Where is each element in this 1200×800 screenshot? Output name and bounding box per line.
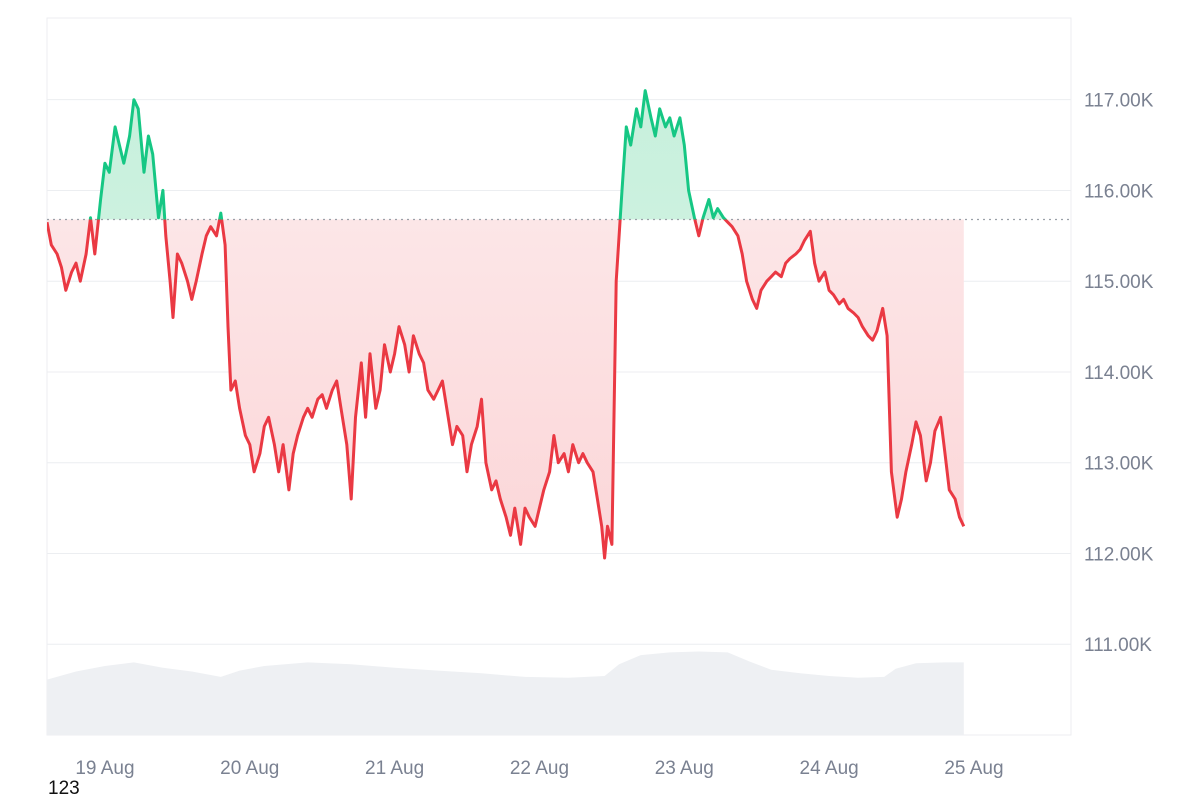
x-tick-label: 21 Aug xyxy=(365,758,424,779)
below-baseline-fill xyxy=(47,219,964,558)
y-tick-label: 112.00K xyxy=(1084,544,1154,565)
y-tick-label: 116.00K xyxy=(1084,181,1154,202)
volume-area xyxy=(47,651,964,735)
x-axis-ticks: 19 Aug 20 Aug 21 Aug 22 Aug 23 Aug 24 Aug 25 A… xyxy=(75,758,1003,779)
y-tick-label: 115.00K xyxy=(1084,272,1154,293)
y-tick-label: 113.00K xyxy=(1084,454,1154,475)
footer-label: 123 xyxy=(48,778,80,799)
volume-shape xyxy=(47,651,964,735)
x-tick-label: 23 Aug xyxy=(655,758,714,779)
x-tick-label: 19 Aug xyxy=(75,758,134,779)
x-tick-label: 20 Aug xyxy=(220,758,279,779)
x-tick-label: 25 Aug xyxy=(944,758,1003,779)
x-tick-label: 24 Aug xyxy=(800,758,859,779)
above-baseline-fill xyxy=(90,90,726,220)
y-axis-ticks: 111.00K 112.00K 113.00K 114.00K 115.00K 116.0… xyxy=(1084,91,1154,657)
price-line xyxy=(47,89,966,560)
x-tick-label: 22 Aug xyxy=(510,758,569,779)
series-line-below xyxy=(47,219,966,560)
y-tick-label: 111.00K xyxy=(1084,635,1152,656)
y-tick-label: 114.00K xyxy=(1084,363,1154,384)
price-fill xyxy=(47,90,964,558)
y-tick-label: 117.00K xyxy=(1084,91,1154,112)
